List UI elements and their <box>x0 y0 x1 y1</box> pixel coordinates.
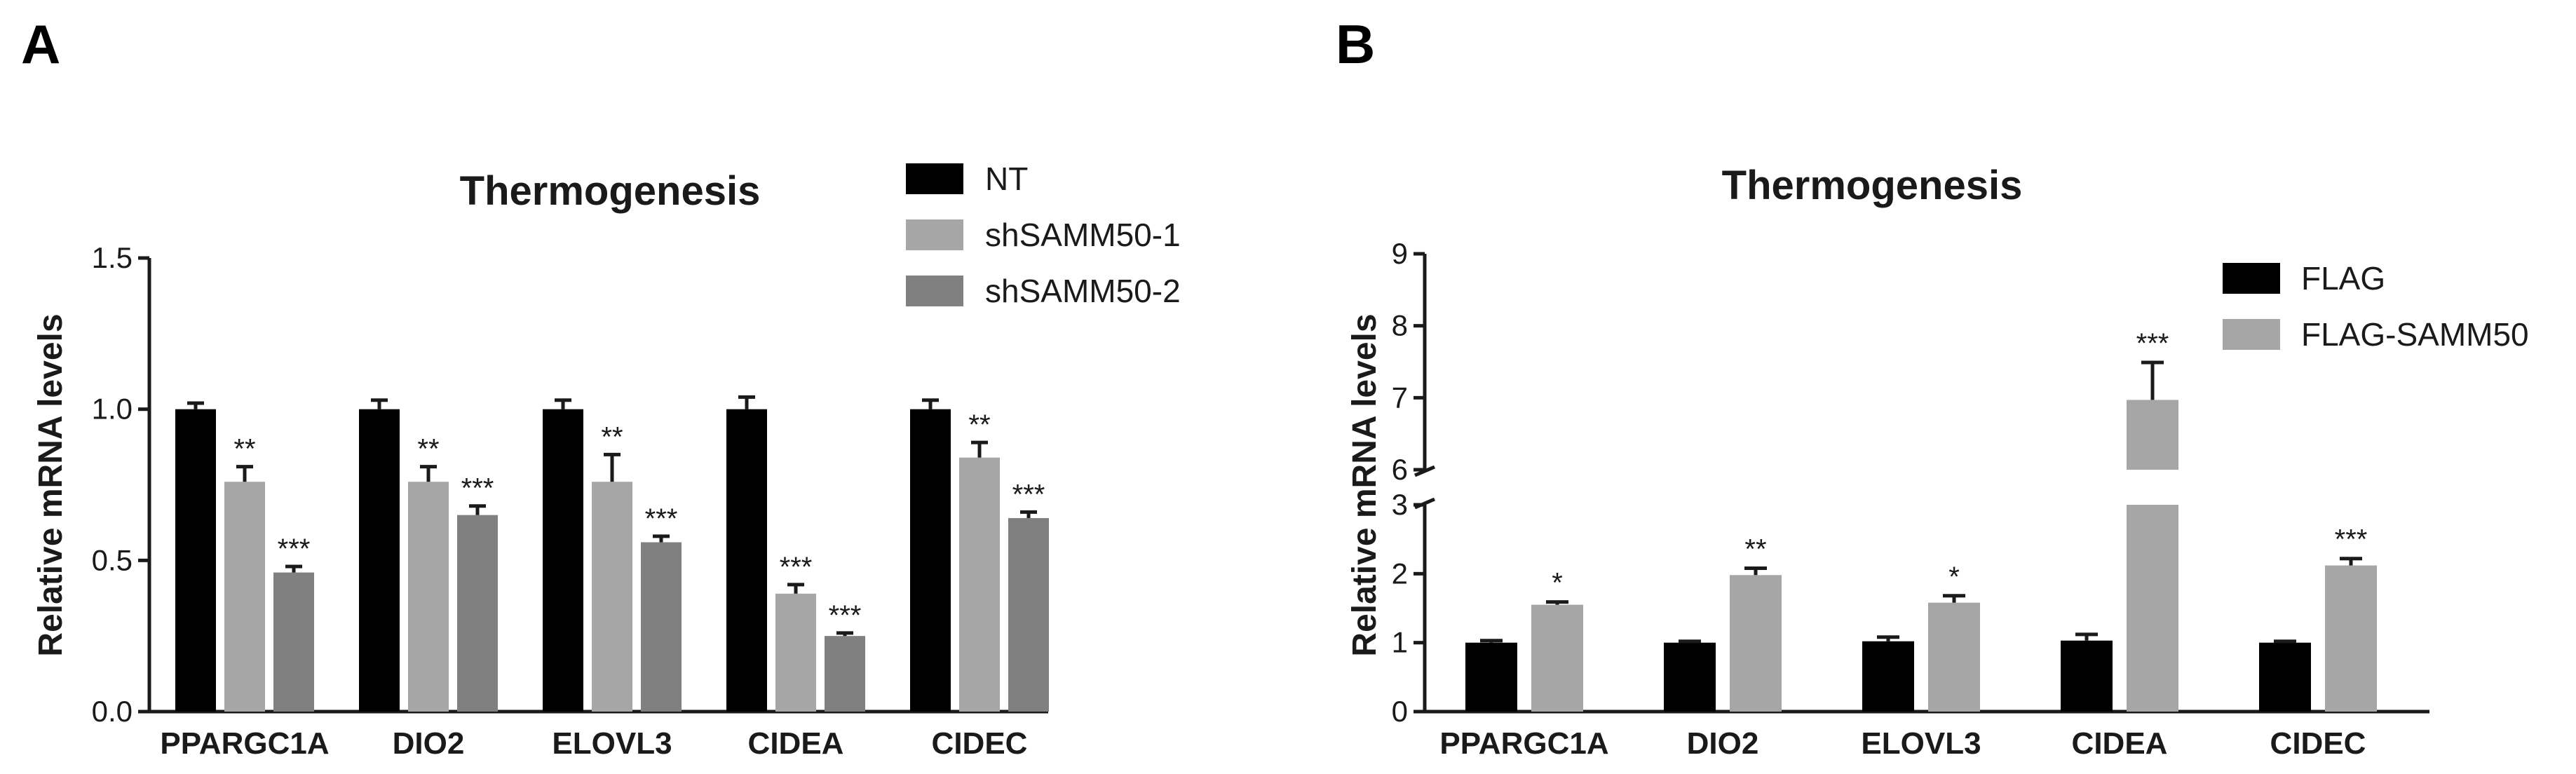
panel-b-legend-swatch <box>2223 263 2280 294</box>
panel-a-significance-label: *** <box>278 534 311 564</box>
panel-a-bar <box>825 636 865 712</box>
panel-a-legend-swatch <box>906 219 963 250</box>
panel-a-legend-label: shSAMM50-1 <box>985 217 1181 253</box>
panel-b-legend-label: FLAG-SAMM50 <box>2301 316 2529 353</box>
panel-b-bar <box>1531 604 1583 712</box>
panel-b-significance-label: * <box>1552 568 1563 599</box>
panel-a-y-tick-label: 0.5 <box>92 543 133 576</box>
panel-a-y-tick-label: 1.5 <box>92 241 133 274</box>
panel-b-bar <box>2061 640 2113 712</box>
panel-a-significance-label: ** <box>601 421 623 452</box>
panel-b-bar <box>2259 642 2311 712</box>
panel-a-bar <box>1008 517 1049 712</box>
panel-a-plot: 0.00.51.01.5PPARGC1A*****DIO2*****ELOVL3… <box>92 161 1181 761</box>
panel-a-bar <box>641 542 682 712</box>
panel-a-bar <box>408 482 449 712</box>
panel-b-letter: B <box>1336 13 1375 75</box>
panel-b-category-label: ELOVL3 <box>1861 726 1981 761</box>
panel-b-y-tick-label: 3 <box>1392 488 1408 521</box>
panel-a-title: Thermogenesis <box>460 168 761 214</box>
panel-b-y-tick-label: 9 <box>1392 237 1408 270</box>
panel-b-bar <box>1664 642 1716 712</box>
panel-a-y-tick-label: 1.0 <box>92 393 133 426</box>
panel-b-category-label: CIDEA <box>2072 726 2168 761</box>
panel-a-significance-label: *** <box>645 503 678 534</box>
panel-a-significance-label: *** <box>780 552 813 583</box>
panel-b-title: Thermogenesis <box>1722 163 2023 208</box>
panel-b-y-tick-label: 6 <box>1392 453 1408 486</box>
panel-b-category-label: CIDEC <box>2270 726 2366 761</box>
panel-a-bar <box>175 409 216 712</box>
panel-b-legend-label: FLAG <box>2301 260 2385 297</box>
panel-a-significance-label: ** <box>417 434 439 465</box>
panel-b-category-label: PPARGC1A <box>1439 726 1608 761</box>
panel-a-significance-label: ** <box>233 434 255 465</box>
panel-b-plot: 0 1 2 36 7 8 9 PPARGC1A * DIO2 ** ELOVL3 * CIDEA *** CI… <box>1392 237 2529 761</box>
panel-a-legend-label: shSAMM50-2 <box>985 273 1181 309</box>
panel-a-category-label: CIDEA <box>748 726 844 761</box>
panel-b-y-tick-label: 0 <box>1392 695 1408 728</box>
panel-a-letter: A <box>21 13 60 75</box>
panel-b-y-tick-label: 1 <box>1392 626 1408 659</box>
panel-a-bar <box>775 593 816 712</box>
panel-a-category-label: CIDEC <box>932 726 1028 761</box>
panel-a-bar <box>543 409 583 712</box>
panel-a-category-label: PPARGC1A <box>160 726 329 761</box>
panel-b-y-tick-label: 2 <box>1392 557 1408 590</box>
panel-a-significance-label: *** <box>1012 479 1045 510</box>
panel-b-bar-upper <box>2127 400 2178 470</box>
panel-b-bar <box>2325 565 2377 712</box>
panel-b-bar <box>1928 602 1980 712</box>
panel-a-significance-label: ** <box>968 409 990 440</box>
panel-a-bar <box>910 409 951 712</box>
panel-a-bar <box>457 515 498 712</box>
panel-b-y-tick-label: 7 <box>1392 381 1408 414</box>
panel-b-bar <box>2127 505 2178 712</box>
panel-a-category-label: DIO2 <box>393 726 465 761</box>
panel-b-bar <box>1465 642 1517 712</box>
panel-a-bar <box>273 572 314 712</box>
panel-a-bar <box>959 457 1000 712</box>
panel-b-category-label: DIO2 <box>1687 726 1759 761</box>
panel-b-significance-label: *** <box>2335 524 2368 555</box>
panel-b-bar <box>1862 641 1914 712</box>
panel-a-legend-label: NT <box>985 161 1028 197</box>
panel-a-ylabel: Relative mRNA levels <box>32 313 69 656</box>
panel-b-legend-swatch <box>2223 319 2280 350</box>
panel-a-y-tick-label: 0.0 <box>92 695 133 728</box>
panel-b-ylabel: Relative mRNA levels <box>1346 313 1383 656</box>
panel-a-category-label: ELOVL3 <box>552 726 672 761</box>
panel-a-significance-label: *** <box>829 600 862 631</box>
panel-a-bar <box>726 409 767 712</box>
panel-b-bar <box>1730 575 1782 712</box>
panel-a-bar <box>359 409 400 712</box>
panel-a-significance-label: *** <box>461 473 494 504</box>
panel-a-bar <box>224 482 265 712</box>
panel-a-bar <box>592 482 632 712</box>
panel-b-y-tick-label: 8 <box>1392 309 1408 342</box>
panel-b-significance-label: *** <box>2136 328 2169 359</box>
panel-b-significance-label: * <box>1948 562 1960 592</box>
panel-a-legend-swatch <box>906 163 963 194</box>
panel-b-significance-label: ** <box>1744 534 1766 564</box>
panel-a-legend-swatch <box>906 276 963 306</box>
